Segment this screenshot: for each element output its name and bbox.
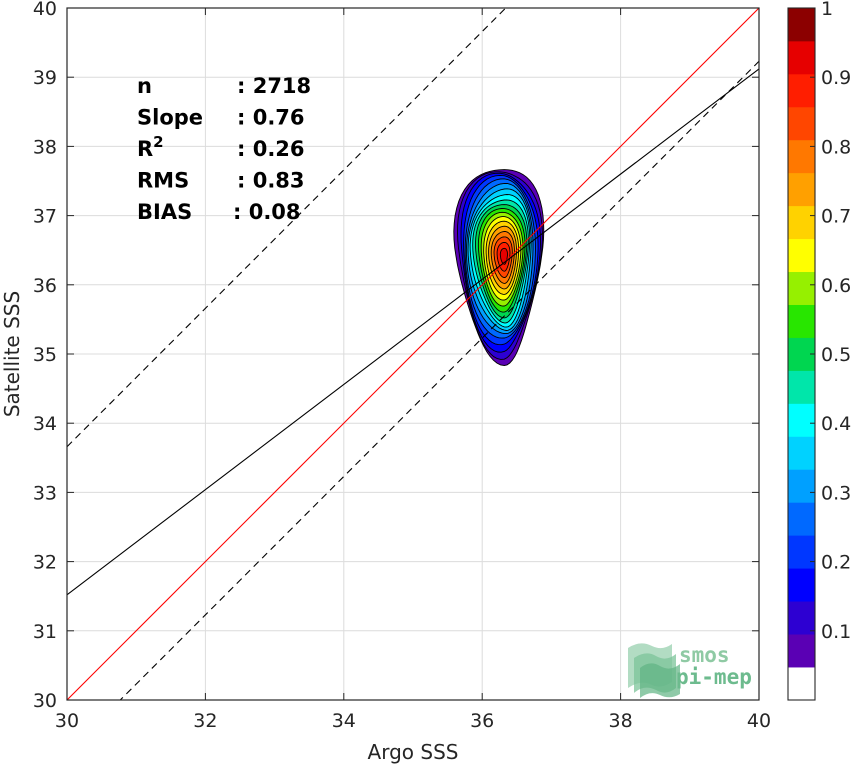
y-tick-label: 36 — [33, 275, 57, 297]
smos-pi-mep-logo: smos pi-mep — [628, 643, 752, 698]
x-tick-label: 38 — [609, 710, 633, 732]
x-tick-label: 36 — [470, 710, 494, 732]
stat-label: RMS — [137, 169, 189, 193]
colorbar-swatch — [788, 40, 815, 75]
colorbar-tick-label: 0.6 — [821, 275, 851, 297]
colorbar-swatch — [788, 634, 815, 668]
colorbar-tick-label: 0.7 — [821, 206, 851, 228]
y-tick-label: 37 — [33, 206, 57, 228]
colorbar-swatch — [788, 8, 815, 42]
y-tick-label: 31 — [33, 621, 57, 643]
reference-lines — [67, 8, 759, 700]
colorbar-swatch — [788, 601, 815, 635]
stat-value: : 0.26 — [237, 137, 305, 161]
colorbar-swatch — [788, 106, 815, 141]
y-axis-ticks: 30 31 32 33 34 35 36 37 38 39 40 — [33, 0, 759, 712]
contour-level-19 — [499, 247, 508, 265]
y-tick-label: 34 — [33, 413, 57, 435]
colorbar-tick-label: 0.5 — [821, 344, 851, 366]
colorbar-swatch — [788, 205, 815, 240]
colorbar-swatch — [788, 370, 815, 404]
regression-line — [67, 68, 759, 596]
x-tick-label: 30 — [55, 710, 79, 732]
x-axis-ticks: 30 32 34 36 38 40 — [55, 8, 771, 732]
colorbar-swatch — [788, 568, 815, 602]
y-tick-label: 38 — [33, 136, 57, 158]
colorbar-swatch — [788, 139, 815, 174]
colorbar-swatch — [788, 238, 815, 273]
smos-wave-icon — [628, 643, 680, 698]
stat-label: Slope — [137, 106, 203, 130]
colorbar-tick-label: 0.8 — [821, 136, 851, 158]
colorbar-swatch — [788, 271, 815, 305]
x-tick-label: 40 — [747, 710, 771, 732]
logo-text-pi-mep: pi-mep — [676, 665, 752, 689]
stat-label-superscript: 2 — [153, 133, 163, 151]
colorbar-swatch — [788, 535, 815, 569]
colorbar-tick-label: 0.2 — [821, 552, 851, 574]
statistics-annotation: n : 2718 Slope : 0.76 R2 : 0.26 RMS : 0.83 BIAS:… — [137, 74, 311, 224]
stat-label: n — [137, 74, 152, 98]
y-tick-label: 39 — [33, 67, 57, 89]
colorbar-swatch — [788, 469, 815, 503]
stat-label: BIAS — [137, 200, 192, 224]
colorbar-swatch — [788, 502, 815, 536]
colorbar-tick-label: 0.3 — [821, 482, 851, 504]
x-tick-label: 32 — [193, 710, 217, 732]
stat-value: : 0.76 — [237, 106, 305, 130]
y-tick-label: 33 — [33, 482, 57, 504]
x-axis-label: Argo SSS — [368, 740, 459, 764]
colorbar-swatch — [788, 73, 815, 108]
colorbar-swatch — [788, 436, 815, 470]
y-tick-label: 30 — [33, 690, 57, 712]
colorbar-tick-label: 0.1 — [821, 621, 851, 643]
colorbar-tick-label: 0.9 — [821, 67, 851, 89]
logo-text-smos: smos — [679, 643, 730, 667]
colorbar-swatch — [788, 667, 815, 701]
colorbar-tick-label: 1 — [821, 0, 833, 20]
stat-label: R2 — [137, 133, 164, 161]
colorbar-swatch — [788, 304, 815, 338]
density-contours — [453, 169, 545, 366]
colorbar — [787, 7, 816, 701]
stat-value: : 0.83 — [237, 169, 305, 193]
x-tick-label: 34 — [332, 710, 356, 732]
colorbar-ticks: 0.1 0.2 0.3 0.4 0.5 0.6 0.7 0.8 0.9 1 — [810, 0, 851, 643]
y-tick-label: 35 — [33, 344, 57, 366]
stat-value: : 0.08 — [233, 200, 301, 224]
one-to-one-line — [67, 8, 759, 700]
y-tick-label: 32 — [33, 552, 57, 574]
colorbar-swatch — [788, 403, 815, 437]
stat-value: : 2718 — [237, 74, 311, 98]
y-tick-label: 40 — [33, 0, 57, 20]
colorbar-swatch — [788, 172, 815, 207]
colorbar-tick-label: 0.4 — [821, 413, 851, 435]
y-axis-label: Satellite SSS — [0, 291, 24, 417]
